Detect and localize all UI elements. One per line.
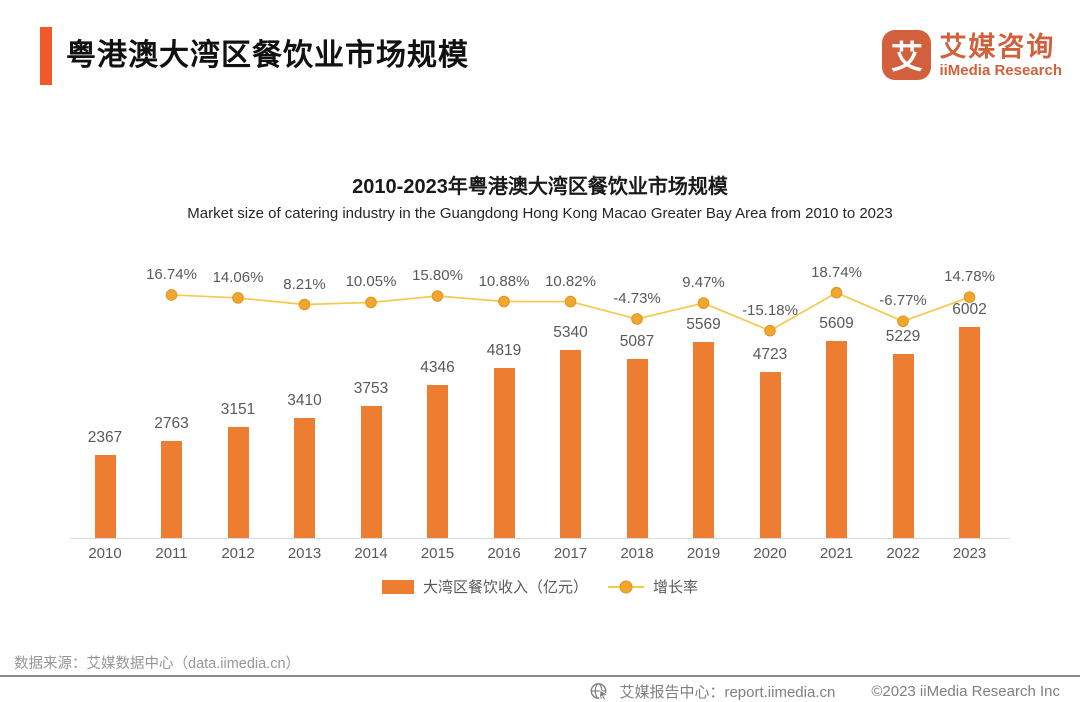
x-axis-label-2015: 2015 <box>420 545 455 562</box>
legend-item-revenue: 大湾区餐饮收入（亿元） <box>381 576 588 597</box>
growth-label-2020: -15.18% <box>742 301 798 319</box>
bar-2023 <box>959 327 980 538</box>
globe-cursor-icon <box>591 683 610 701</box>
page-title: 粤港澳大湾区餐饮业市场规模 <box>66 39 469 72</box>
legend-line-swatch <box>608 580 644 593</box>
x-axis-label-2023: 2023 <box>952 545 987 562</box>
bar-2011 <box>161 441 182 538</box>
growth-marker-2018 <box>631 313 643 325</box>
bar-value-label-2015: 4346 <box>420 359 455 376</box>
bar-2013 <box>294 418 315 538</box>
bar-2012 <box>227 427 249 538</box>
growth-label-2014: 10.05% <box>345 273 397 291</box>
bar-2021 <box>826 341 847 538</box>
growth-marker-2013 <box>298 298 311 311</box>
x-axis-label-2013: 2013 <box>287 545 322 562</box>
growth-marker-2017 <box>564 295 577 308</box>
bar-2014 <box>360 406 382 538</box>
x-axis-label-2011: 2011 <box>155 545 188 562</box>
growth-label-2023: 14.78% <box>944 268 995 286</box>
logo-icon-glyph: 艾 <box>890 39 923 75</box>
bar-value-label-2013: 3410 <box>287 392 322 409</box>
growth-label-2022: -6.77% <box>879 292 927 310</box>
x-axis-label-2021: 2021 <box>819 545 854 562</box>
growth-label-2013: 8.21% <box>283 275 326 293</box>
chart-title: 2010-2023年粤港澳大湾区餐饮业市场规模 <box>352 176 728 198</box>
chart-subtitle: Market size of catering industry in the … <box>187 205 893 222</box>
growth-rate-line <box>165 286 976 337</box>
legend-item-growth: 增长率 <box>608 576 698 597</box>
growth-label-2021: 18.74% <box>811 263 862 281</box>
chart-plot-area: 2367 2010 2763 2011 3151 2012 3410 2013 3753 2014… <box>70 250 1010 562</box>
x-axis-label-2016: 2016 <box>487 545 521 562</box>
bar-value-label-2012: 3151 <box>220 401 256 418</box>
bar-value-label-2021: 5609 <box>819 315 854 332</box>
bar-value-label-2018: 5087 <box>619 333 655 350</box>
bar-2015 <box>427 385 448 538</box>
bar-2010 <box>94 455 116 538</box>
legend-line-label: 增长率 <box>653 579 699 596</box>
growth-label-2012: 14.06% <box>212 268 264 286</box>
iimedia-logo-icon: 艾 <box>882 30 932 80</box>
x-axis-label-2012: 2012 <box>221 545 255 562</box>
x-axis-label-2017: 2017 <box>553 545 588 562</box>
bar-value-label-2020: 4723 <box>752 346 788 363</box>
chart-legend: 大湾区餐饮收入（亿元） 增长率 <box>0 576 1080 597</box>
bar-value-label-2023: 6002 <box>952 301 987 318</box>
growth-label-2011: 16.74% <box>146 265 197 283</box>
bar-2018 <box>626 359 648 538</box>
title-accent-bar <box>40 27 52 85</box>
logo-name-en: iiMedia Research <box>939 61 1062 79</box>
growth-label-2018: -4.73% <box>613 289 661 307</box>
growth-marker-2014 <box>365 296 377 309</box>
bar-2019 <box>693 342 714 538</box>
logo-text: 艾媒咨询 iiMedia Research <box>939 32 1062 79</box>
x-axis-label-2020: 2020 <box>753 545 787 562</box>
copyright-text: ©2023 iiMedia Research Inc <box>871 683 1060 700</box>
data-source-text: 数据来源：艾媒数据中心（data.iimedia.cn） <box>14 656 301 672</box>
bar-2016 <box>493 368 515 538</box>
footer-divider <box>0 675 1080 677</box>
brand-logo: 艾 艾媒咨询 iiMedia Research <box>882 30 1062 80</box>
bar-value-label-2016: 4819 <box>486 342 522 359</box>
x-axis-label-2018: 2018 <box>620 545 654 562</box>
x-axis-label-2022: 2022 <box>886 545 920 562</box>
logo-name-cn: 艾媒咨询 <box>939 31 1056 62</box>
growth-marker-2023 <box>963 291 976 303</box>
bar-2017 <box>560 350 581 538</box>
growth-marker-2011 <box>165 289 178 301</box>
x-axis-label-2019: 2019 <box>686 545 721 562</box>
growth-marker-2021 <box>830 286 843 299</box>
growth-marker-2015 <box>431 290 444 302</box>
x-axis-label-2014: 2014 <box>354 545 388 562</box>
growth-label-2019: 9.47% <box>682 274 725 292</box>
legend-line-dot <box>619 580 633 593</box>
bar-value-label-2019: 5569 <box>686 316 721 333</box>
bar-value-label-2022: 5229 <box>885 328 921 345</box>
x-axis-label-2010: 2010 <box>88 545 122 562</box>
growth-label-2017: 10.82% <box>545 272 596 290</box>
bar-value-label-2014: 3753 <box>353 380 389 397</box>
growth-label-2016: 10.88% <box>478 272 530 290</box>
footer-bar: 艾媒报告中心：report.iimedia.cn ©2023 iiMedia R… <box>590 681 1060 702</box>
legend-bar-swatch <box>381 579 414 594</box>
growth-marker-2020 <box>764 324 776 337</box>
bar-value-label-2010: 2367 <box>87 429 123 446</box>
bar-2020 <box>759 372 781 538</box>
growth-marker-2012 <box>232 292 244 304</box>
growth-marker-2022 <box>897 315 909 328</box>
bar-2022 <box>892 354 914 538</box>
growth-label-2015: 15.80% <box>412 267 463 284</box>
bar-value-label-2017: 5340 <box>553 324 588 341</box>
growth-marker-2019 <box>697 297 710 309</box>
bar-value-label-2011: 2763 <box>154 415 189 432</box>
report-center-text: 艾媒报告中心：report.iimedia.cn <box>619 684 836 701</box>
legend-bar-label: 大湾区餐饮收入（亿元） <box>422 579 588 596</box>
growth-marker-2016 <box>498 295 510 308</box>
